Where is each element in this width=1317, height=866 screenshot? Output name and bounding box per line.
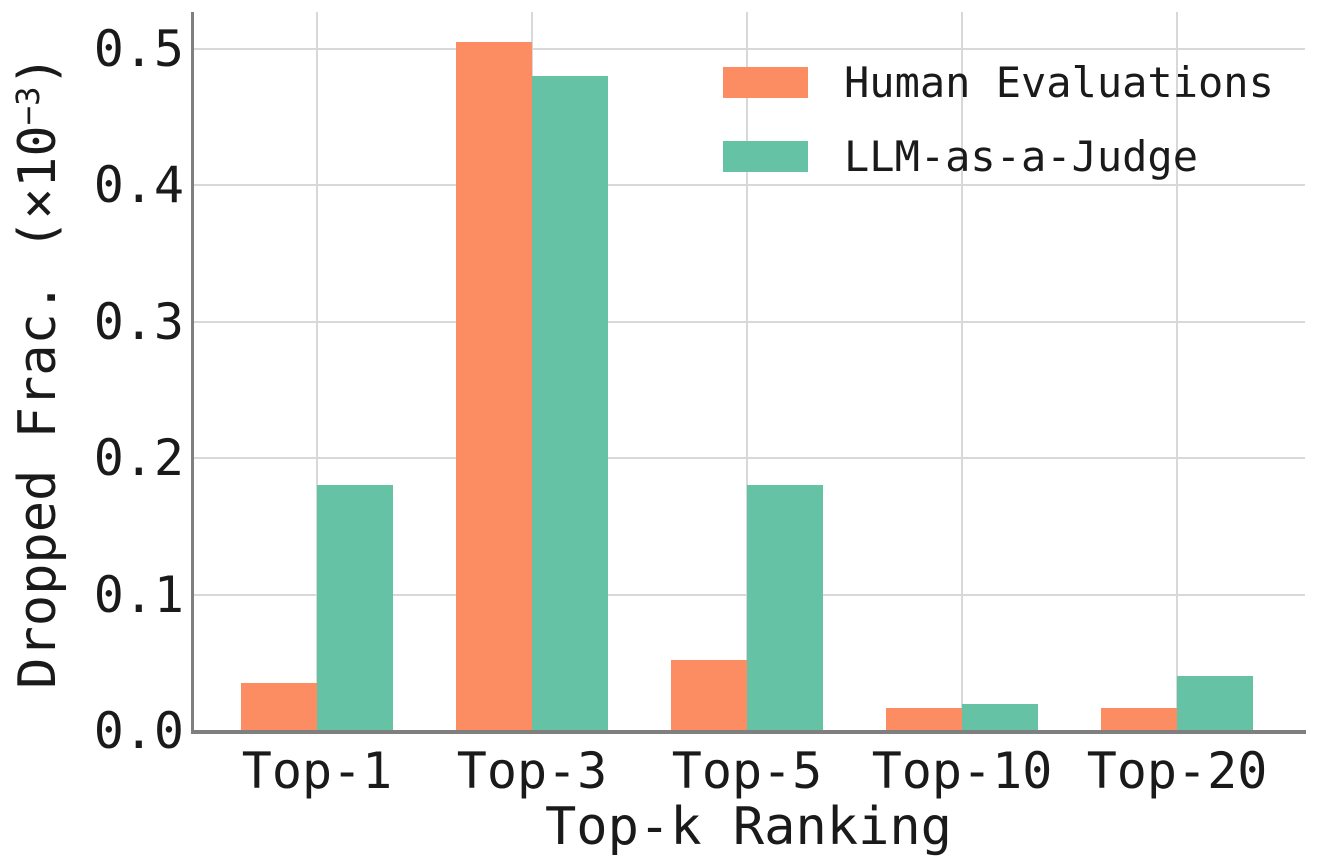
bar-human-evaluations-top-1 <box>241 683 317 731</box>
y-tick-label: 0.2 <box>93 429 184 488</box>
legend: Human Evaluations LLM-as-a-Judge <box>723 56 1274 204</box>
y-tick-label: 0.3 <box>93 292 184 351</box>
bar-human-evaluations-top-10 <box>886 708 962 731</box>
legend-row-llm-as-a-judge: LLM-as-a-Judge <box>723 130 1274 182</box>
legend-row-human-evaluations: Human Evaluations <box>723 56 1274 108</box>
x-tick-label: Top-20 <box>1086 742 1268 800</box>
legend-swatch-human-evaluations <box>723 66 808 98</box>
v-gridline <box>961 12 963 733</box>
h-gridline <box>192 48 1305 50</box>
y-axis-spine <box>191 12 194 733</box>
x-axis-spine <box>191 730 1306 734</box>
h-gridline <box>192 184 1305 187</box>
y-tick-label: 0.4 <box>93 156 184 215</box>
bar-llm-as-a-judge-top-20 <box>1177 676 1253 731</box>
bar-llm-as-a-judge-top-3 <box>532 76 608 731</box>
y-tick-label: 0.5 <box>93 20 184 78</box>
x-tick-label: Top-10 <box>871 742 1053 800</box>
bar-llm-as-a-judge-top-10 <box>962 704 1038 731</box>
x-tick-label: Top-5 <box>671 742 823 800</box>
bar-human-evaluations-top-5 <box>671 660 747 731</box>
y-tick-label: 0.1 <box>93 565 184 624</box>
h-gridline <box>192 457 1305 460</box>
x-axis-label: Top-k Ranking <box>545 797 952 857</box>
bar-llm-as-a-judge-top-5 <box>747 485 823 731</box>
bar-human-evaluations-top-3 <box>456 42 532 731</box>
v-gridline <box>746 12 748 733</box>
legend-swatch-llm-as-a-judge <box>723 140 808 172</box>
v-gridline <box>1176 12 1178 733</box>
y-tick-label: 0.0 <box>93 702 184 760</box>
x-tick-label: Top-3 <box>456 742 608 800</box>
bar-human-evaluations-top-20 <box>1101 708 1177 731</box>
h-gridline <box>192 320 1305 323</box>
v-gridline <box>316 12 318 733</box>
y-axis-label-exponent: −3 <box>8 86 47 126</box>
legend-label: LLM-as-a-Judge <box>844 131 1199 181</box>
bar-llm-as-a-judge-top-1 <box>317 485 393 731</box>
x-tick-label: Top-1 <box>241 742 393 800</box>
legend-label: Human Evaluations <box>844 57 1274 107</box>
